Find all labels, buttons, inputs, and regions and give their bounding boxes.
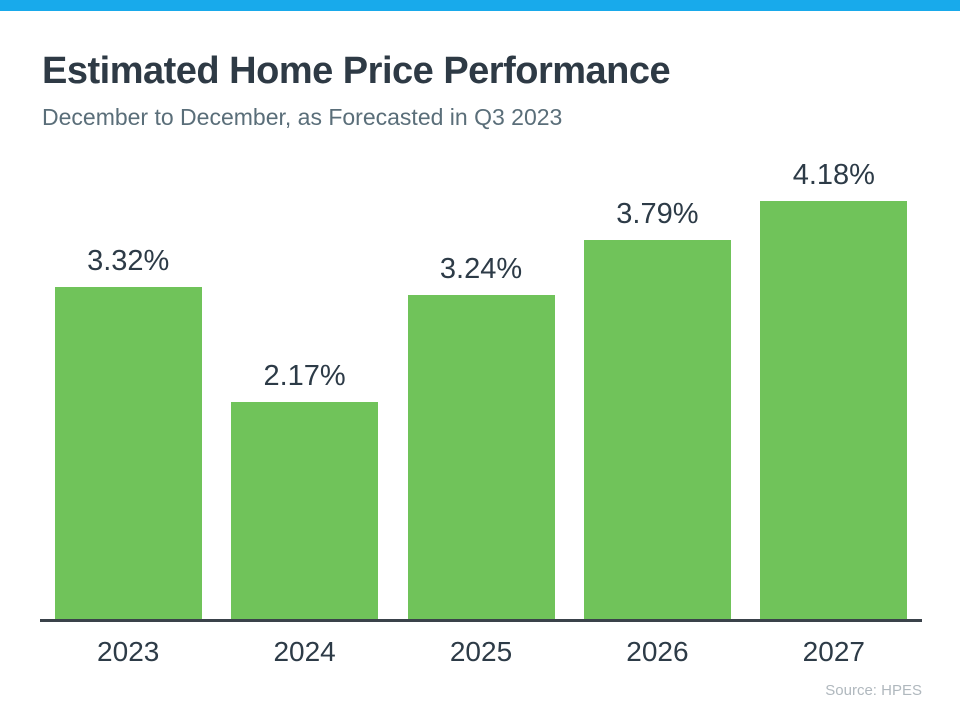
bar-2023 [54, 287, 202, 619]
chart-header: Estimated Home Price Performance Decembe… [0, 11, 960, 131]
x-axis-label-2026: 2026 [626, 636, 689, 667]
bar-2024 [231, 402, 379, 619]
source-note: Source: HPES [825, 682, 922, 699]
page-title: Estimated Home Price Performance [42, 50, 671, 92]
bar-value-label-2025: 3.24% [439, 253, 523, 285]
bar-column-2026: 3.79% [569, 198, 745, 619]
bar-value-label-2027: 4.18% [792, 159, 875, 191]
bar-column-2025: 3.24% [393, 253, 569, 619]
bar-2027 [760, 201, 908, 619]
bar-column-2027: 4.18% [746, 159, 922, 619]
chart-plot-area: 3.32% 2.17% 3.24% 3.79% 4.18% [40, 131, 922, 622]
bar-chart: 3.32% 2.17% 3.24% 3.79% 4.18% 2023 2024 2025 20… [40, 131, 922, 668]
bar-column-2024: 2.17% [216, 360, 392, 619]
x-axis-label-2024: 2024 [273, 636, 336, 667]
x-axis-label-2025: 2025 [449, 636, 513, 667]
bar-2025 [407, 295, 555, 619]
page-subtitle: December to December, as Forecasted in Q… [42, 104, 563, 130]
bar-value-label-2023: 3.32% [87, 245, 170, 277]
bar-column-2023: 3.32% [40, 245, 216, 619]
x-axis: 2023 2024 2025 2026 2027 [40, 622, 922, 668]
bar-value-label-2024: 2.17% [263, 360, 346, 392]
x-axis-label-2023: 2023 [97, 636, 160, 667]
bar-value-label-2026: 3.79% [616, 198, 699, 230]
bar-2026 [583, 240, 731, 619]
top-accent-bar [0, 0, 960, 11]
x-axis-label-2027: 2027 [802, 636, 865, 667]
